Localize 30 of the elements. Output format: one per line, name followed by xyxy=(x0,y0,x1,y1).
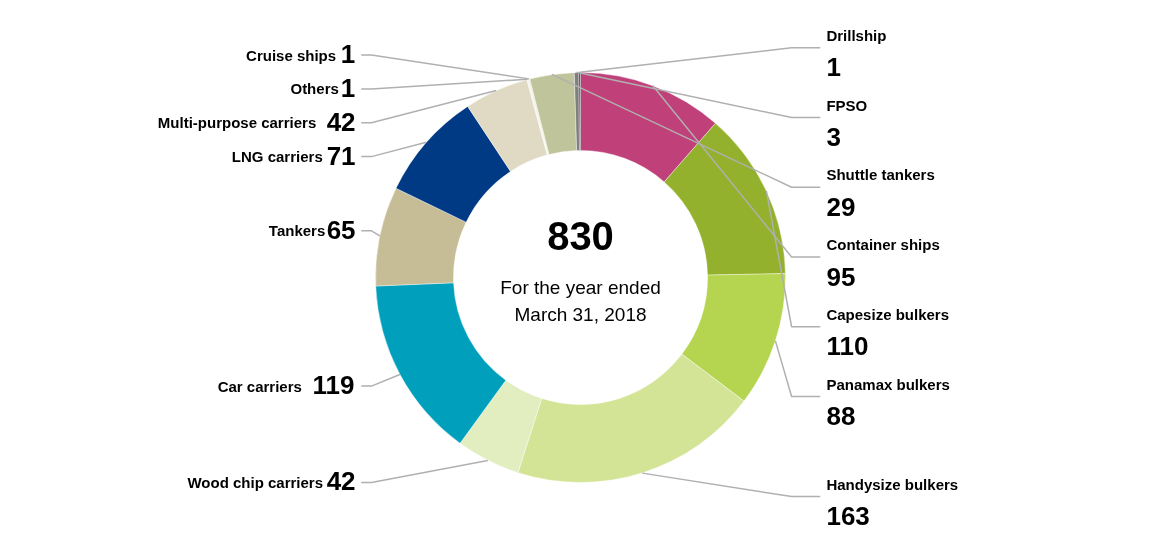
data-label: 42 xyxy=(326,466,356,497)
slice-label: Car carriers xyxy=(217,377,302,395)
slice-label: Tankers xyxy=(268,222,326,240)
data-label: 119 xyxy=(312,370,355,401)
data-label: 110 xyxy=(826,331,869,362)
slice-label: Cruise ships xyxy=(246,46,337,64)
data-label: 88 xyxy=(826,401,856,432)
data-label: 1 xyxy=(826,52,841,83)
text: For the year ended March 31, 2018 xyxy=(500,277,661,325)
data-label: 42 xyxy=(326,106,356,137)
slice-label: Others xyxy=(290,80,339,98)
data-label: 1 xyxy=(340,72,356,103)
slice-label: Wood chip carriers xyxy=(187,473,324,491)
slice-label: Shuttle tankers xyxy=(826,166,935,184)
slice-label: Multi-purpose carriers xyxy=(157,114,317,132)
slice-label: LNG carriers xyxy=(231,148,323,166)
slice-label: FPSO xyxy=(826,96,868,114)
slice-label: Container ships xyxy=(826,236,940,254)
data-label: 163 xyxy=(826,501,870,532)
slice-label: Capesize bulkers xyxy=(826,305,949,323)
slice-label: Panamax bulkers xyxy=(826,375,950,393)
data-label: 65 xyxy=(326,214,356,245)
data-label: 29 xyxy=(826,191,856,222)
data-label: 71 xyxy=(326,140,356,171)
data-label: 1 xyxy=(340,39,356,70)
data-label: 3 xyxy=(826,121,841,152)
text: 830 xyxy=(547,214,614,259)
slice-label: Drillship xyxy=(826,26,887,44)
data-label: 95 xyxy=(826,261,856,292)
slice-label: Handysize bulkers xyxy=(826,475,959,493)
